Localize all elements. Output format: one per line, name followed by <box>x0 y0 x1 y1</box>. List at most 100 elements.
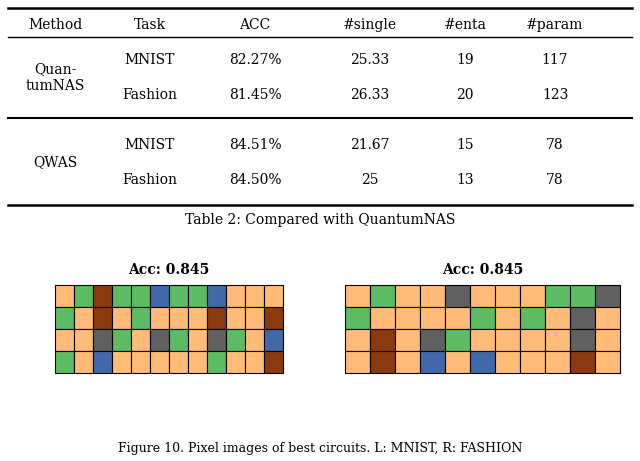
Bar <box>545 285 570 307</box>
Bar <box>570 285 595 307</box>
Bar <box>395 307 420 329</box>
Text: Acc: 0.845: Acc: 0.845 <box>442 263 523 277</box>
Text: #single: #single <box>343 18 397 32</box>
Text: MNIST: MNIST <box>125 53 175 67</box>
Bar <box>188 285 207 307</box>
Bar <box>545 329 570 351</box>
Text: 25.33: 25.33 <box>350 53 390 67</box>
Text: 82.27%: 82.27% <box>228 53 281 67</box>
Bar <box>395 285 420 307</box>
Text: Fashion: Fashion <box>122 88 177 102</box>
Bar <box>520 351 545 373</box>
Bar <box>570 307 595 329</box>
Text: QWAS: QWAS <box>33 155 77 170</box>
Bar <box>370 351 395 373</box>
Text: Figure 10. Pixel images of best circuits. L: MNIST, R: FASHION: Figure 10. Pixel images of best circuits… <box>118 442 522 455</box>
Bar <box>207 285 226 307</box>
Bar <box>55 307 74 329</box>
Bar <box>345 307 370 329</box>
Bar <box>595 307 620 329</box>
Bar <box>420 351 445 373</box>
Bar <box>495 285 520 307</box>
Text: 19: 19 <box>456 53 474 67</box>
Bar <box>595 351 620 373</box>
Text: Fashion: Fashion <box>122 173 177 187</box>
Text: 21.67: 21.67 <box>350 138 390 152</box>
Bar <box>169 329 188 351</box>
Bar <box>495 307 520 329</box>
Text: Table 2: Compared with QuantumNAS: Table 2: Compared with QuantumNAS <box>185 213 455 227</box>
Text: Method: Method <box>28 18 82 32</box>
Bar <box>245 285 264 307</box>
Bar <box>445 351 470 373</box>
Bar <box>226 307 245 329</box>
Bar <box>264 307 283 329</box>
Bar <box>520 329 545 351</box>
Bar <box>495 329 520 351</box>
Bar <box>520 307 545 329</box>
Text: 26.33: 26.33 <box>350 88 390 102</box>
Bar <box>420 329 445 351</box>
Bar <box>112 351 131 373</box>
Bar <box>595 285 620 307</box>
Bar <box>226 329 245 351</box>
Text: #param: #param <box>526 18 584 32</box>
Bar <box>207 351 226 373</box>
Bar <box>370 285 395 307</box>
Bar <box>93 351 112 373</box>
Bar <box>150 329 169 351</box>
Bar <box>420 307 445 329</box>
Bar <box>188 351 207 373</box>
Text: MNIST: MNIST <box>125 138 175 152</box>
Bar <box>207 307 226 329</box>
Bar <box>188 329 207 351</box>
Text: Quan-
tumNAS: Quan- tumNAS <box>26 62 84 93</box>
Text: 84.51%: 84.51% <box>228 138 282 152</box>
Bar <box>420 285 445 307</box>
Bar <box>470 329 495 351</box>
Bar <box>112 329 131 351</box>
Bar <box>345 285 370 307</box>
Bar <box>226 285 245 307</box>
Bar <box>55 285 74 307</box>
Bar <box>150 351 169 373</box>
Text: 123: 123 <box>542 88 568 102</box>
Text: 15: 15 <box>456 138 474 152</box>
Bar <box>131 351 150 373</box>
Bar <box>74 285 93 307</box>
Bar <box>245 307 264 329</box>
Text: #enta: #enta <box>444 18 486 32</box>
Bar <box>131 329 150 351</box>
Bar <box>169 351 188 373</box>
Bar <box>112 285 131 307</box>
Bar <box>445 329 470 351</box>
Bar <box>520 285 545 307</box>
Bar <box>74 351 93 373</box>
Bar <box>470 351 495 373</box>
Bar <box>150 307 169 329</box>
Text: 84.50%: 84.50% <box>228 173 281 187</box>
Bar <box>545 307 570 329</box>
Bar <box>188 307 207 329</box>
Bar <box>395 351 420 373</box>
Bar <box>264 329 283 351</box>
Bar <box>370 329 395 351</box>
Text: 117: 117 <box>541 53 568 67</box>
Bar <box>245 329 264 351</box>
Bar <box>169 285 188 307</box>
Bar <box>74 329 93 351</box>
Bar <box>226 351 245 373</box>
Bar <box>345 329 370 351</box>
Bar <box>207 329 226 351</box>
Bar <box>169 307 188 329</box>
Bar <box>495 351 520 373</box>
Text: Task: Task <box>134 18 166 32</box>
Text: 81.45%: 81.45% <box>228 88 282 102</box>
Text: 78: 78 <box>546 173 564 187</box>
Text: 13: 13 <box>456 173 474 187</box>
Bar <box>112 307 131 329</box>
Bar <box>345 351 370 373</box>
Bar <box>93 307 112 329</box>
Bar <box>264 351 283 373</box>
Text: Acc: 0.845: Acc: 0.845 <box>129 263 210 277</box>
